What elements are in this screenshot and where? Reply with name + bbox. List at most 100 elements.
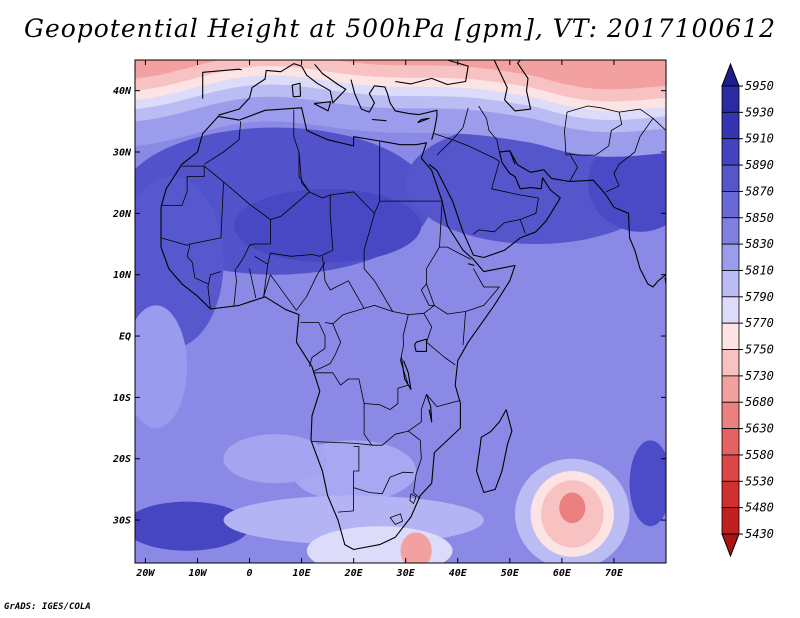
line-drc-west [313, 372, 365, 404]
line-chad-sudan [322, 213, 394, 312]
line-west-africa-2 [249, 268, 257, 299]
height-field [135, 60, 666, 563]
line-madagascar [475, 409, 513, 494]
colorbar-label: 5530 [745, 474, 774, 488]
lat-tick-label: 30N [112, 148, 132, 159]
colorbar-label: 5430 [745, 527, 774, 541]
colorbar-box [721, 243, 740, 271]
line-tanzania-south [426, 394, 461, 407]
line-iberia-east [218, 63, 347, 116]
line-mediterranean-north [202, 68, 242, 99]
line-west-africa-4 [191, 262, 209, 285]
line-jordan-iraq [434, 107, 469, 141]
line-crete [371, 118, 387, 122]
line-kenya-ethiopia [434, 305, 466, 315]
colorbar-box [721, 322, 740, 350]
line-yemen-oman [519, 219, 526, 234]
line-mozambique-west [408, 430, 422, 499]
coastlines [160, 60, 666, 551]
colorbar-box [721, 296, 740, 324]
colorbar-label: 5580 [745, 448, 774, 462]
colorbar-label: 5890 [745, 158, 774, 172]
colorbar-top-arrow [721, 62, 740, 87]
lon-tick-label: 0 [247, 568, 253, 579]
colorbar-bottom-arrow [721, 533, 740, 558]
colorbar-box [721, 375, 740, 403]
line-lake-tanganyika [400, 357, 412, 390]
colorbar-label: 5870 [745, 184, 774, 198]
footer-credit: GrADS: IGES/COLA [4, 602, 91, 612]
colorbar-box [721, 191, 740, 219]
colorbar-box [721, 428, 740, 456]
line-drc-east [363, 314, 409, 416]
line-pakistan-india [605, 108, 654, 193]
lat-tick-label: EQ [119, 332, 131, 343]
line-africa-coast [160, 107, 516, 551]
colorbar-label: 5630 [745, 422, 774, 436]
colorbar-box [721, 85, 740, 113]
colorbar-label: 5770 [745, 316, 774, 330]
north-band-5 [135, 60, 666, 90]
colorbar-label: 5850 [745, 211, 774, 225]
line-balkans-turkey [350, 79, 438, 140]
line-libya-west [298, 151, 331, 199]
lon-tick-label: 20E [344, 568, 364, 579]
axes: 20W 10W 0 10E 20E 30E 40E 50E 60E 70E 40N 30N 20N 10N… [112, 60, 666, 579]
lon-tick-label: 70E [605, 568, 624, 579]
line-mauritania-senegal [160, 237, 191, 246]
colorbar-box [721, 349, 740, 377]
lon-tick-label: 50E [501, 568, 520, 579]
lat-tick-label: 20N [112, 209, 132, 220]
lon-tick-label: 30E [396, 568, 416, 579]
line-swaziland [409, 493, 417, 504]
colorbar-box [721, 111, 740, 140]
contour-west-atlantic-light [135, 305, 188, 429]
line-black-sea [395, 60, 469, 86]
lon-tick-label: 40E [449, 568, 468, 579]
line-iran-east [564, 112, 578, 182]
colorbar-label: 5810 [745, 263, 774, 277]
country-borders [160, 105, 666, 525]
line-lake-malawi [425, 394, 433, 423]
colorbar-box [721, 164, 740, 192]
line-west-africa-1 [233, 268, 237, 306]
lat-tick-label: 30S [112, 516, 131, 527]
colorbar-label: 5930 [745, 105, 774, 119]
line-iran-iraq [478, 105, 500, 153]
colorbar-box [721, 454, 740, 482]
contour-east-indian-high [629, 440, 666, 527]
plot-frame [134, 59, 667, 564]
contour-india-high [587, 133, 666, 232]
line-afghanistan-pakistan [566, 105, 623, 156]
line-lake-victoria [414, 338, 428, 352]
lat-tick-label: 40N [113, 86, 132, 97]
contour-cape-low [400, 532, 432, 563]
line-iran-coast [499, 150, 666, 288]
colorbar-box [721, 270, 740, 298]
line-caspian [493, 60, 532, 112]
contour-madagascar-core [559, 492, 586, 524]
line-sicily [313, 101, 332, 112]
contour-sahel-high [233, 188, 422, 263]
line-india-china [652, 118, 666, 140]
line-gulf-aden [468, 263, 475, 267]
map-title: Geopotential Height at 500hPa [gpm], VT:… [23, 14, 777, 43]
line-niger-chad [254, 195, 334, 265]
colorbar-label: 5910 [745, 132, 774, 146]
line-car-drc [324, 308, 365, 325]
line-sardinia [291, 82, 302, 98]
lat-tick-label: 10S [113, 393, 131, 404]
contour-westafrica-high [135, 176, 224, 349]
colorbar-label: 5950 [745, 79, 774, 93]
colorbar-box [721, 401, 740, 429]
line-mali-niger [236, 219, 271, 269]
line-congo-drc [312, 323, 341, 372]
line-west-africa-3 [207, 271, 222, 310]
colorbar-box [721, 480, 740, 509]
line-uganda-kenya [423, 313, 456, 366]
line-nigeria-cameroon [263, 262, 326, 311]
line-cyprus [417, 117, 430, 124]
lat-tick-label: 20S [112, 454, 131, 465]
line-ethiopia-somalia [462, 268, 500, 346]
